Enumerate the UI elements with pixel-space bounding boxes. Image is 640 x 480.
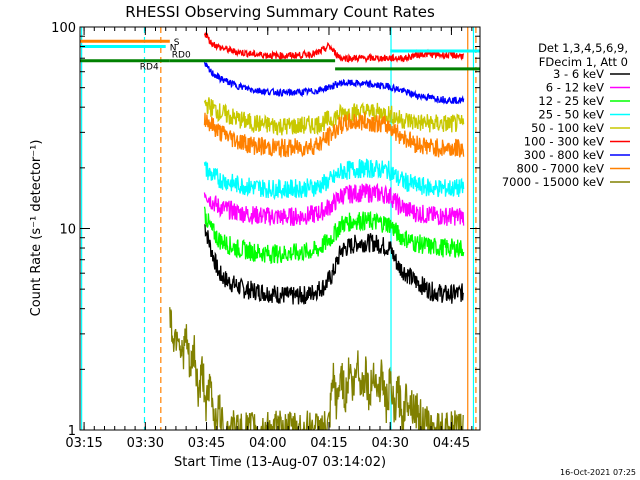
legend-label-12-25-kev: 12 - 25 keV — [538, 94, 604, 108]
x-axis-ticks: 03:15 03:30 03:45 04:00 04:15 04:30 04:45 — [65, 27, 473, 451]
legend-label-25-50-kev: 25 - 50 keV — [538, 108, 604, 122]
x-tick-label: 04:45 — [433, 436, 470, 451]
x-tick-label: 04:15 — [310, 436, 347, 451]
x-tick-label: 03:30 — [127, 436, 164, 451]
series-line-6-12-kev — [203, 182, 465, 227]
series-line-100-300-kev — [203, 31, 465, 64]
series-line-25-50-kev — [203, 158, 465, 201]
y-axis-ticks: 1 10 100 — [51, 21, 480, 439]
flag-label-n-2: N — [484, 48, 491, 58]
series-line-7000-15000-kev — [169, 307, 464, 430]
series-line-50-100-kev — [203, 97, 465, 136]
legend-label-50-100-kev: 50 - 100 keV — [531, 121, 604, 135]
series-line-800-7000-kev — [203, 112, 465, 158]
series-line-3-6-kev — [204, 223, 465, 305]
x-axis-label: Start Time (13-Aug-07 03:14:02) — [174, 455, 386, 470]
legend-label-100-300-kev: 100 - 300 keV — [524, 135, 604, 149]
x-tick-label: 03:15 — [65, 436, 102, 451]
y-tick-label: 100 — [51, 21, 76, 36]
legend-label-6-12-kev: 6 - 12 keV — [546, 81, 604, 95]
x-tick-label: 04:30 — [371, 436, 408, 451]
legend: Det 1,3,4,5,6,9, FDecim 1, Att 0 3 - 6 k… — [502, 41, 630, 189]
legend-title-line-1: Det 1,3,4,5,6,9, — [538, 41, 628, 55]
x-tick-label: 03:45 — [188, 436, 225, 451]
timestamp-stamp: 16-Oct-2021 07:25 — [560, 468, 636, 477]
series-line-12-25-kev — [203, 206, 465, 265]
legend-label-3-6-kev: 3 - 6 keV — [553, 67, 604, 81]
legend-label-7000-15000-kev: 7000 - 15000 keV — [502, 175, 604, 189]
axes — [79, 26, 481, 431]
flag-label-s-0: S — [174, 38, 180, 48]
y-tick-label: 10 — [59, 223, 76, 238]
x-tick-label: 04:00 — [249, 436, 286, 451]
chart-title: RHESSI Observing Summary Count Rates — [125, 3, 435, 21]
y-axis-label: Count Rate (s⁻¹ detector⁻¹) — [29, 140, 44, 317]
legend-label-800-7000-kev: 800 - 7000 keV — [516, 162, 604, 176]
flag-label-rd0-4: RD0 — [172, 51, 191, 61]
flag-label-n-1: N — [170, 44, 177, 54]
legend-title-line-2: FDecim 1, Att 0 — [539, 55, 628, 69]
y-tick-label: 1 — [68, 424, 76, 439]
flag-label-rd4-3: RD4 — [140, 63, 159, 73]
legend-label-300-800-kev: 300 - 800 keV — [524, 148, 604, 162]
series-line-300-800-kev — [203, 62, 465, 105]
plot-frame — [79, 26, 481, 431]
